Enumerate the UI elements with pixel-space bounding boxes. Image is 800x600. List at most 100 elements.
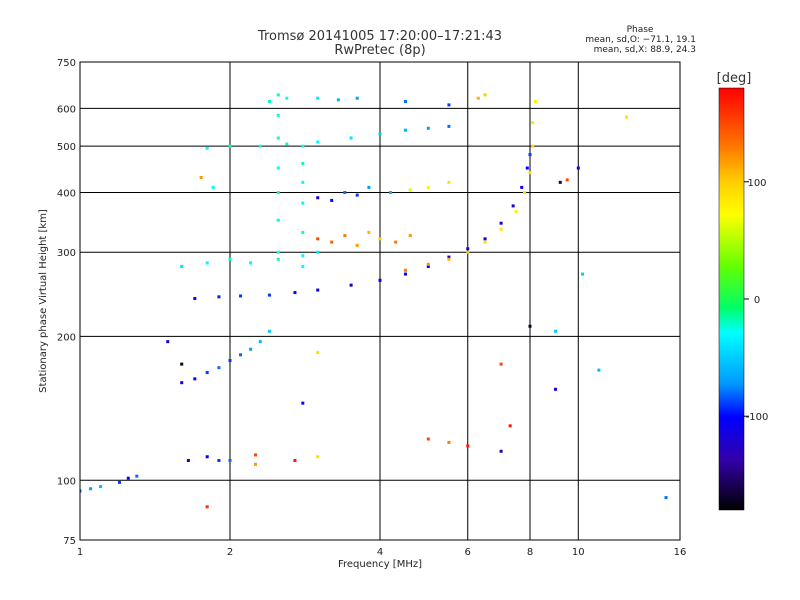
data-point bbox=[205, 371, 209, 375]
data-point bbox=[253, 462, 257, 466]
data-point bbox=[520, 185, 524, 189]
x-tick-label: 2 bbox=[227, 547, 233, 558]
trace bbox=[205, 124, 451, 150]
data-point bbox=[426, 262, 430, 266]
data-point bbox=[336, 98, 340, 102]
trace bbox=[316, 180, 451, 202]
data-point bbox=[403, 272, 407, 276]
data-point bbox=[367, 185, 371, 189]
data-point bbox=[343, 234, 347, 238]
data-point bbox=[394, 240, 398, 244]
data-point bbox=[180, 381, 184, 385]
plot-frame bbox=[79, 61, 681, 541]
data-point bbox=[276, 250, 280, 254]
data-point bbox=[330, 240, 334, 244]
data-point bbox=[349, 283, 353, 287]
y-tick-label: 750 bbox=[57, 58, 76, 69]
trace bbox=[80, 474, 139, 493]
data-point bbox=[553, 387, 557, 391]
data-point bbox=[349, 136, 353, 140]
data-point bbox=[316, 250, 320, 254]
data-point bbox=[316, 196, 320, 200]
x-tick-label: 16 bbox=[674, 547, 687, 558]
data-point bbox=[316, 288, 320, 292]
x-tick-label: 10 bbox=[572, 547, 585, 558]
data-point bbox=[389, 190, 393, 194]
data-point bbox=[565, 178, 569, 182]
data-point bbox=[466, 444, 470, 448]
data-point bbox=[447, 180, 451, 184]
x-tick-label: 6 bbox=[465, 547, 471, 558]
data-point bbox=[403, 100, 407, 104]
data-point bbox=[466, 247, 470, 251]
data-point bbox=[276, 190, 280, 194]
data-point bbox=[293, 458, 297, 462]
data-point bbox=[258, 340, 262, 344]
data-point bbox=[664, 496, 668, 500]
x-tick-label: 4 bbox=[377, 547, 383, 558]
data-point bbox=[276, 136, 280, 140]
data-point bbox=[499, 227, 503, 231]
x-tick-label: 1 bbox=[77, 547, 83, 558]
colorbar-label: [deg] bbox=[717, 71, 752, 86]
data-point bbox=[597, 368, 601, 372]
data-points bbox=[80, 93, 668, 509]
data-point bbox=[301, 254, 305, 258]
data-point bbox=[528, 153, 532, 157]
y-tick-label: 300 bbox=[57, 248, 76, 259]
x-axis-label: Frequency [MHz] bbox=[338, 559, 422, 570]
data-point bbox=[258, 144, 262, 148]
x-tick-label: 8 bbox=[527, 547, 533, 558]
data-point bbox=[166, 340, 170, 344]
data-point bbox=[426, 126, 430, 130]
trace bbox=[180, 250, 320, 269]
phase-stats-o: mean, sd,O: −71.1, 19.1 bbox=[585, 35, 696, 45]
trace bbox=[276, 93, 280, 254]
data-point bbox=[316, 237, 320, 241]
data-point bbox=[276, 93, 280, 97]
data-point bbox=[378, 132, 382, 136]
data-point bbox=[301, 180, 305, 184]
phase-stats-heading: Phase bbox=[627, 25, 654, 35]
data-point bbox=[205, 261, 209, 265]
data-point bbox=[249, 261, 253, 265]
data-point bbox=[514, 210, 518, 214]
data-point bbox=[378, 237, 382, 241]
data-point bbox=[285, 96, 289, 100]
data-point bbox=[301, 201, 305, 205]
data-point bbox=[228, 144, 232, 148]
data-point bbox=[186, 458, 190, 462]
y-tick-label: 100 bbox=[57, 476, 76, 487]
data-point bbox=[426, 265, 430, 269]
data-point bbox=[301, 230, 305, 234]
y-tick-label: 75 bbox=[63, 536, 76, 547]
x-tick-labels: 1 2 4 6 8 10 16 bbox=[77, 547, 687, 558]
data-point bbox=[581, 272, 585, 276]
chart-title: Tromsø 20141005 17:20:00–17:21:43 bbox=[257, 29, 502, 44]
data-point bbox=[403, 268, 407, 272]
data-point bbox=[199, 175, 203, 179]
colorbar bbox=[718, 87, 745, 511]
data-point bbox=[316, 455, 320, 459]
data-point bbox=[205, 146, 209, 150]
data-point bbox=[253, 453, 257, 457]
data-point bbox=[508, 424, 512, 428]
data-point bbox=[293, 291, 297, 295]
y-tick-label: 500 bbox=[57, 142, 76, 153]
data-point bbox=[367, 230, 371, 234]
y-tick-label: 400 bbox=[57, 188, 76, 199]
phase-stats-x: mean, sd,X: 88.9, 24.3 bbox=[594, 45, 696, 55]
data-point bbox=[553, 329, 557, 333]
data-point bbox=[466, 250, 470, 254]
data-point bbox=[205, 455, 209, 459]
data-point bbox=[355, 243, 359, 247]
colorbar-tick-labels: 100 0 -100 bbox=[744, 178, 768, 423]
data-point bbox=[193, 377, 197, 381]
data-point bbox=[531, 144, 535, 148]
data-point bbox=[276, 113, 280, 117]
data-point bbox=[267, 329, 271, 333]
colorbar-tick-label: 100 bbox=[747, 178, 766, 189]
data-point bbox=[426, 437, 430, 441]
data-point bbox=[625, 115, 629, 119]
